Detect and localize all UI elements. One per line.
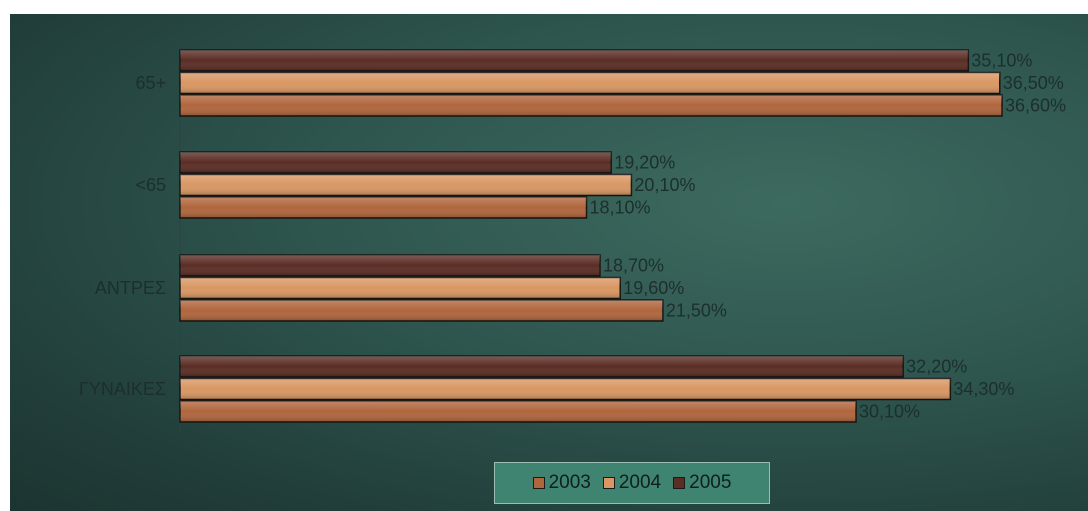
legend-swatch	[602, 477, 615, 489]
legend: 2003 2004 2005	[494, 462, 770, 504]
bar-chart: 65+ 35,10%36,50% 36,60% <65 19,20%20,10% 18,1…	[79, 36, 1066, 432]
data-label: 18,10%	[590, 198, 651, 218]
legend-item-2003: 2003	[532, 472, 591, 494]
data-label: 30,10%	[859, 402, 920, 422]
bar-2003	[179, 94, 1003, 117]
bar-2003	[179, 196, 588, 219]
category-label: 65+	[135, 73, 166, 93]
bar-2004	[179, 71, 1001, 95]
data-label: 20,10%	[634, 175, 695, 195]
legend-swatch	[673, 477, 686, 489]
legend-label: 2003	[548, 472, 591, 493]
bar-2004	[179, 377, 952, 401]
category-label: ΓΥΝΑΙΚΕΣ	[79, 379, 166, 399]
legend-swatch	[532, 477, 545, 489]
bar-2005	[179, 355, 904, 378]
data-label: 19,60%	[623, 278, 684, 298]
data-label: 19,20%	[614, 153, 675, 173]
bar-2003	[179, 299, 664, 322]
bar-2004	[179, 276, 621, 300]
data-label: 18,70%	[603, 256, 664, 276]
legend-item-2005: 2005	[673, 472, 731, 494]
chart-frame: 65+ 35,10% 36,50% 36,60% <65 19,20% 20,10% 18,1…	[10, 14, 1088, 511]
data-label: 34,30%	[953, 379, 1014, 399]
legend-label: 2005	[689, 472, 732, 493]
data-label: 21,50%	[666, 301, 727, 321]
data-label: 36,50%	[1003, 73, 1064, 93]
bar-2005	[179, 49, 970, 72]
bar-2003	[179, 400, 857, 423]
data-label: 32,20%	[906, 357, 967, 377]
data-label: 36,60%	[1005, 96, 1066, 116]
legend-item-2004: 2004	[602, 472, 662, 494]
bar-2005	[179, 151, 612, 174]
bar-2004	[179, 173, 633, 197]
category-label: ΑΝΤΡΕΣ	[95, 278, 166, 298]
data-label: 35,10%	[971, 51, 1032, 71]
legend-label: 2004	[618, 472, 662, 493]
category-label: <65	[135, 175, 166, 195]
bar-2005	[179, 254, 601, 277]
